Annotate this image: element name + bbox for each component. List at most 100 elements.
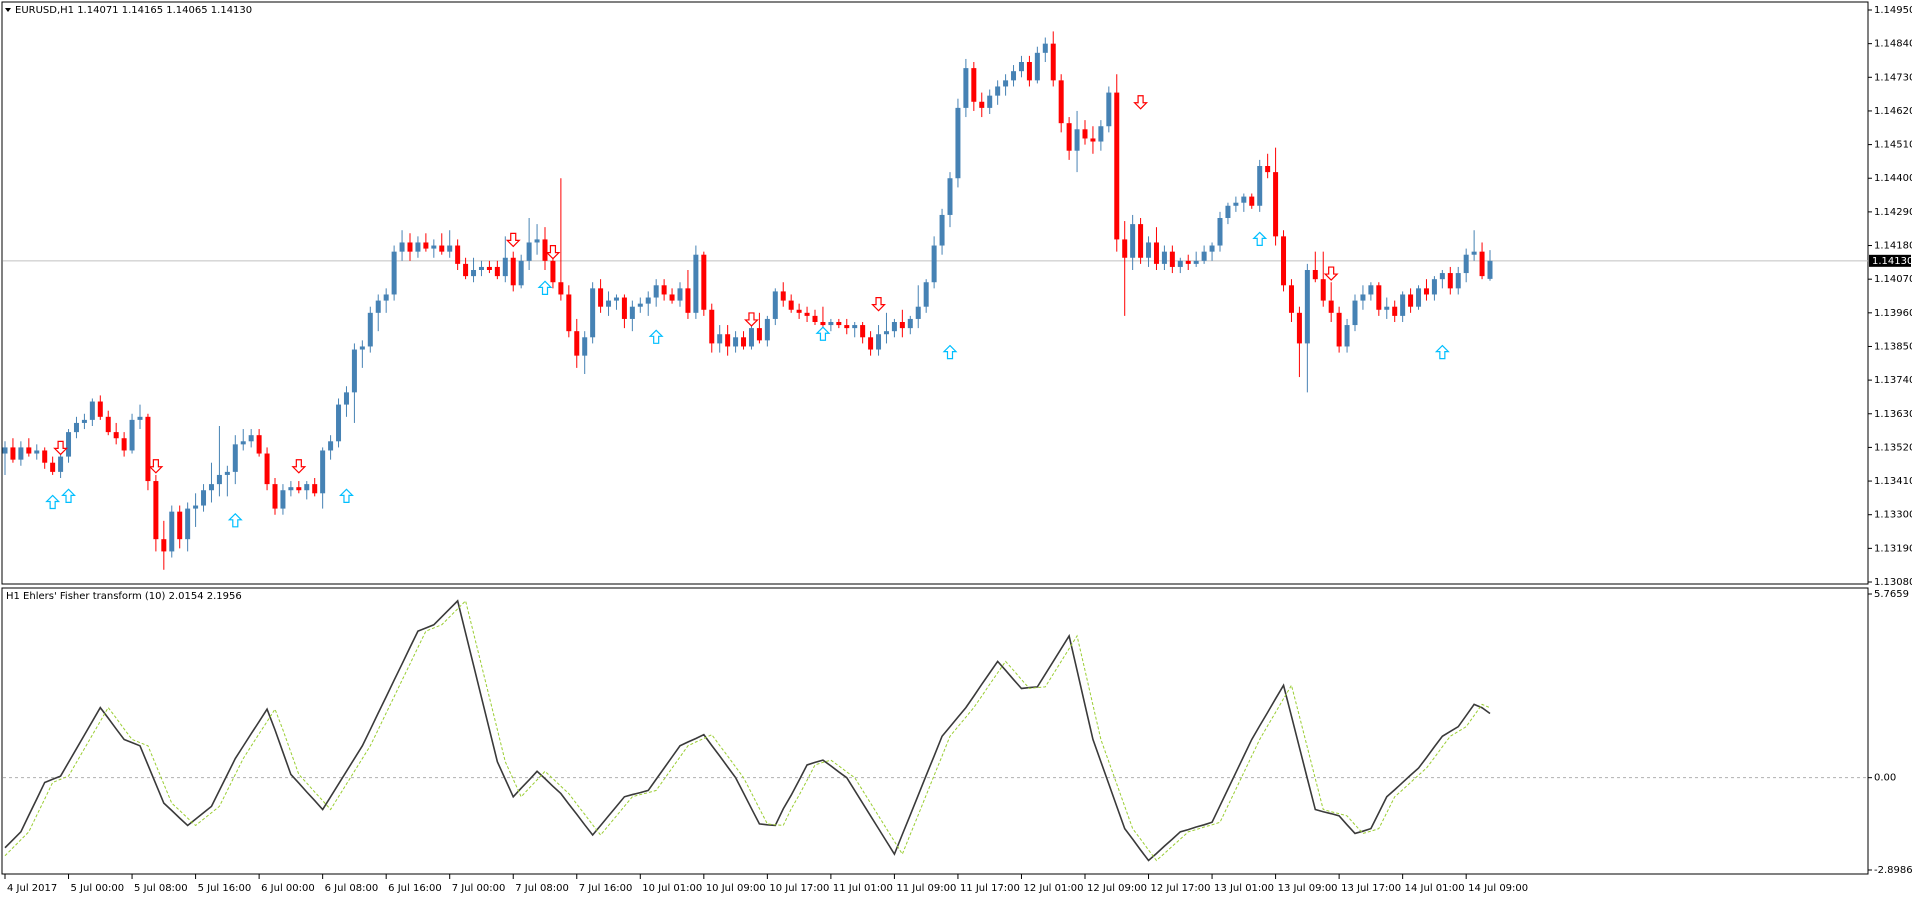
candle-body	[645, 297, 651, 304]
candle-body	[399, 242, 405, 252]
candle-body	[1352, 300, 1358, 326]
candle-body	[939, 214, 945, 246]
candle-body	[741, 337, 747, 347]
candle-body	[677, 288, 683, 301]
candle-body	[312, 484, 318, 494]
x-tick-label: 7 Jul 00:00	[452, 883, 506, 894]
candle-body	[1249, 196, 1255, 206]
x-tick-label: 7 Jul 16:00	[579, 883, 633, 894]
indicator-panel	[1, 587, 1869, 875]
candle-body	[50, 462, 56, 472]
candle-body	[606, 300, 612, 307]
buy-arrow	[227, 512, 243, 528]
candle-body	[1209, 245, 1215, 252]
candle-body	[613, 297, 619, 301]
candle-body	[1368, 285, 1374, 295]
candle-body	[1265, 166, 1271, 173]
candle-body	[248, 435, 254, 442]
candle-body	[661, 285, 667, 295]
candle-body	[550, 260, 556, 283]
y-tick-label: 1.14510	[1874, 140, 1912, 151]
y-tick-label: 1.14400	[1874, 173, 1912, 184]
candle-body	[756, 328, 762, 341]
candle-body	[224, 471, 230, 475]
candle-body	[97, 401, 103, 417]
candle-body	[2, 447, 8, 454]
candle-body	[447, 245, 453, 252]
candle-body	[796, 309, 802, 313]
candle-body	[804, 312, 810, 316]
candle-body	[812, 315, 818, 322]
candle-body	[1304, 270, 1310, 344]
x-tick-label: 11 Jul 17:00	[960, 883, 1020, 894]
x-tick-label: 12 Jul 09:00	[1087, 883, 1147, 894]
fisher-line	[4, 599, 1491, 862]
sell-arrow	[53, 440, 69, 456]
candle-body	[1312, 270, 1318, 280]
candle-body	[979, 101, 985, 108]
candle-body	[1288, 285, 1294, 313]
candle-body	[1281, 236, 1287, 286]
candle-body	[1003, 80, 1009, 87]
y-tick-label: 1.13520	[1874, 442, 1912, 453]
candle-body	[828, 322, 834, 326]
candle-body	[1336, 312, 1342, 347]
candle-body	[431, 245, 437, 249]
buy-arrow	[1252, 231, 1268, 247]
x-tick-label: 6 Jul 16:00	[388, 883, 442, 894]
candle-body	[780, 291, 786, 301]
candle-body	[304, 484, 310, 491]
y-tick-label: 1.14950	[1874, 5, 1912, 16]
candle-body	[542, 239, 548, 261]
x-tick-label: 7 Jul 08:00	[515, 883, 569, 894]
candle-body	[73, 422, 79, 433]
y-tick-label: 1.13190	[1874, 543, 1912, 554]
candle-body	[1050, 43, 1056, 81]
candle-body	[471, 270, 477, 277]
candle-body	[1447, 273, 1453, 289]
x-tick-label: 13 Jul 17:00	[1341, 883, 1401, 894]
candle-body	[455, 245, 461, 264]
candle-body	[526, 242, 532, 261]
y-tick-label: 1.13410	[1874, 476, 1912, 487]
candle-body	[1058, 80, 1064, 124]
candle-body	[1201, 251, 1207, 261]
candle-body	[201, 490, 207, 506]
candle-body	[486, 266, 492, 270]
candle-body	[161, 539, 167, 552]
candle-body	[359, 346, 365, 350]
buy-arrow	[1434, 344, 1450, 360]
x-tick-label: 13 Jul 01:00	[1214, 883, 1274, 894]
candle-body	[1114, 92, 1120, 240]
y-tick-label: 1.14180	[1874, 241, 1912, 252]
y-tick-label: 1.13960	[1874, 308, 1912, 319]
candle-body	[145, 416, 151, 482]
candle-body	[391, 251, 397, 295]
candle-body	[1320, 279, 1326, 301]
candle-body	[788, 300, 794, 310]
candle-body	[383, 294, 389, 301]
candle-body	[764, 318, 770, 341]
candle-body	[153, 481, 159, 540]
candle-body	[1026, 62, 1032, 81]
candle-body	[510, 257, 516, 286]
y-tick-label: 1.14070	[1874, 274, 1912, 285]
candle-body	[971, 68, 977, 102]
candle-body	[701, 254, 707, 310]
candle-body	[1241, 196, 1247, 203]
sell-arrow	[148, 459, 164, 474]
buy-arrow	[45, 494, 61, 510]
candle-body	[1074, 129, 1080, 151]
candle-body	[1018, 62, 1024, 72]
current-price-box	[1869, 254, 1911, 267]
candle-body	[518, 260, 524, 286]
y-tick-label: 1.13630	[1874, 409, 1912, 420]
candle-body	[1408, 294, 1414, 307]
candle-body	[351, 349, 357, 393]
candle-body	[1042, 43, 1048, 53]
candle-body	[574, 331, 580, 356]
candle-body	[478, 266, 484, 270]
candle-body	[1082, 129, 1088, 139]
candle-body	[637, 303, 643, 307]
